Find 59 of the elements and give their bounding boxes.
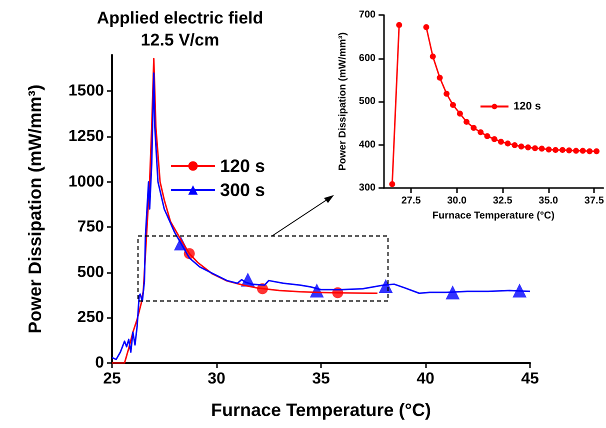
- y-tick-label: 0: [95, 354, 104, 372]
- point: [594, 148, 600, 154]
- point: [532, 145, 538, 152]
- y-tick-label: 250: [77, 309, 104, 326]
- point: [446, 285, 460, 300]
- point: [430, 54, 436, 60]
- x-tick-label: 32.5: [492, 196, 513, 206]
- x-tick-label: 25: [103, 370, 121, 388]
- point: [396, 22, 402, 28]
- legend-label: 300 s: [220, 180, 266, 200]
- y-axis-title: Power Dissipation (mW/mm³): [338, 32, 348, 171]
- y-tick-label: 700: [358, 10, 376, 20]
- y-tick-label: 300: [358, 182, 376, 194]
- y-tick-label: 500: [77, 264, 104, 281]
- point: [450, 102, 456, 108]
- point: [580, 148, 586, 154]
- x-tick-label: 40: [416, 370, 434, 388]
- point: [456, 110, 463, 117]
- legend-label: 120 s: [513, 100, 542, 112]
- point: [552, 146, 559, 153]
- point: [470, 124, 477, 131]
- y-tick-label: 750: [77, 218, 104, 236]
- point: [573, 148, 580, 154]
- y-tick-label: 400: [358, 139, 376, 150]
- point: [538, 146, 545, 152]
- point: [389, 181, 396, 188]
- x-tick-label: 35: [312, 370, 330, 388]
- x-tick-label: 30.0: [447, 196, 467, 206]
- y-axis-title: Power Dissipation (mW/mm³): [25, 84, 45, 334]
- point: [518, 143, 524, 150]
- point: [423, 24, 430, 30]
- point: [546, 146, 552, 153]
- chart-title: Applied electric field 12.5 V/cm: [96, 8, 264, 50]
- x-tick-label: 37.5: [584, 196, 604, 206]
- legend-label: 120 s: [220, 156, 266, 176]
- y-tick-label: 500: [358, 96, 376, 107]
- point: [436, 74, 443, 81]
- x-axis-title: Furnace Temperature (°C): [211, 400, 431, 420]
- point: [484, 133, 490, 140]
- y-tick-label: 1250: [68, 128, 104, 146]
- x-tick-label: 45: [521, 370, 539, 388]
- x-tick-label: 27.5: [401, 196, 422, 206]
- point: [478, 129, 484, 136]
- point: [464, 118, 470, 125]
- x-axis-title: Furnace Temperature (°C): [432, 210, 555, 222]
- point: [498, 138, 504, 145]
- point: [566, 147, 572, 154]
- x-tick-label: 30: [208, 370, 226, 388]
- point: [559, 146, 566, 153]
- y-tick-label: 600: [358, 52, 376, 64]
- point: [525, 144, 532, 150]
- point: [491, 136, 498, 142]
- point: [504, 140, 511, 146]
- y-tick-label: 1000: [68, 173, 104, 190]
- point: [444, 90, 450, 97]
- x-tick-label: 35.0: [538, 196, 559, 206]
- y-tick-label: 1500: [68, 82, 104, 100]
- point: [586, 148, 593, 154]
- point: [512, 142, 518, 148]
